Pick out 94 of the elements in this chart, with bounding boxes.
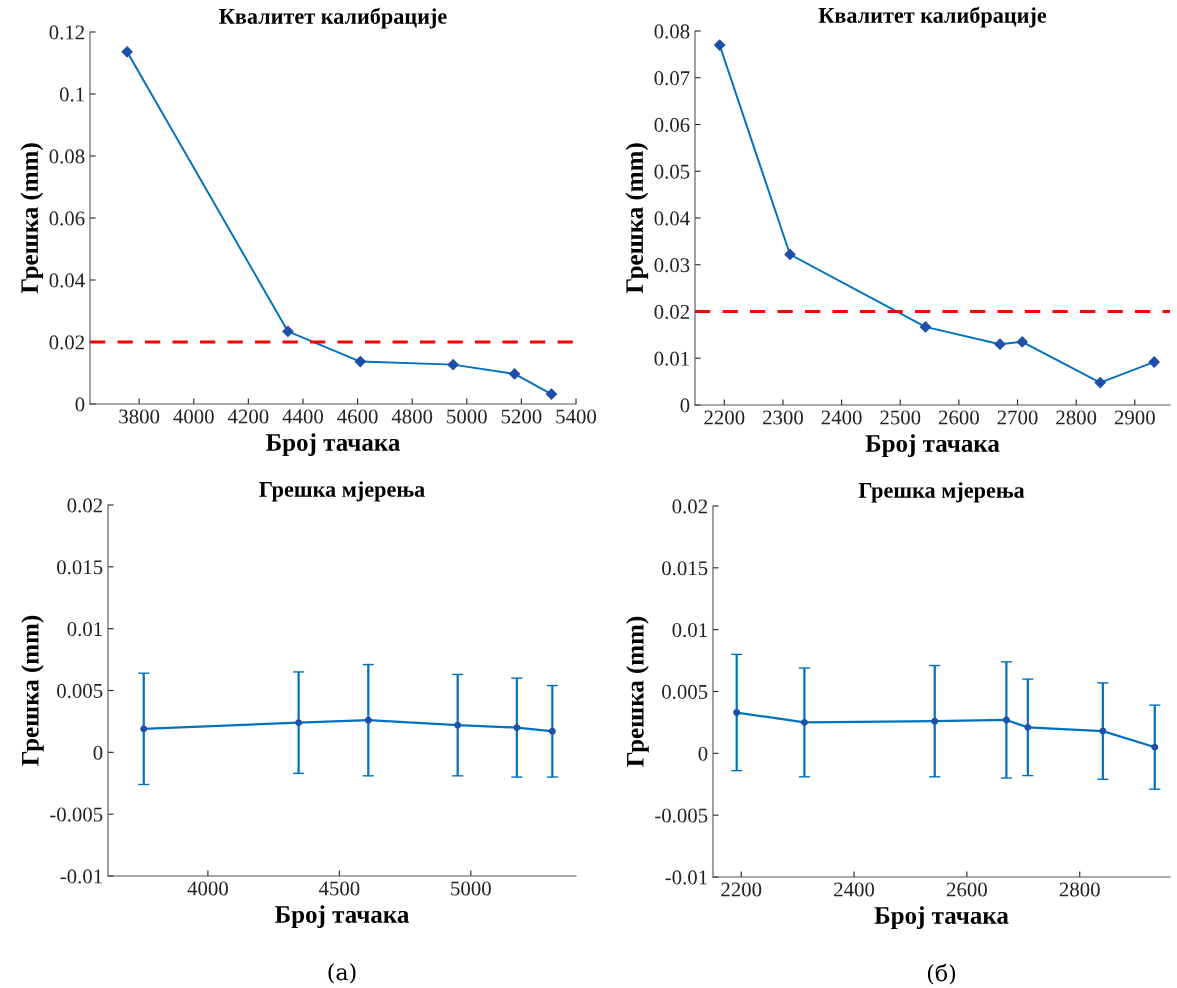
point	[1099, 727, 1107, 735]
point	[1016, 336, 1028, 348]
y-tick-label: -0.01	[665, 870, 707, 885]
y-tick-label: 0.04	[49, 273, 85, 288]
point	[1148, 356, 1160, 368]
y-tick-label: 0.015	[662, 561, 708, 576]
y-tick-label: 0.02	[654, 304, 689, 320]
y-tick-label: 0.02	[67, 498, 102, 513]
point	[140, 725, 148, 733]
point	[1024, 723, 1032, 731]
x-tick-label: 2700	[997, 410, 1038, 425]
x-tick-label: 4000	[187, 881, 228, 896]
y-axis-title: Грешка (mm)	[20, 143, 44, 294]
x-tick-label: 4500	[318, 881, 360, 896]
x-tick-label: 2900	[1114, 410, 1155, 425]
point	[282, 325, 294, 338]
x-tick-label: 4800	[391, 409, 433, 424]
point	[931, 717, 939, 725]
y-tick-label: 0.1	[59, 87, 84, 102]
x-tick-label: 2600	[946, 882, 987, 897]
y-tick-label: -0.01	[60, 869, 102, 884]
y-tick-label: 0.005	[662, 684, 708, 700]
point	[508, 368, 521, 380]
text: (a)	[328, 963, 356, 984]
point	[994, 338, 1006, 350]
chart-title: Квалитет калибрације	[219, 7, 447, 29]
y-tick-label: 0.01	[654, 351, 689, 366]
y-tick-label: 0.05	[654, 164, 690, 179]
x-tick-label: 4600	[337, 409, 378, 424]
y-tick-label: 0.06	[654, 117, 690, 133]
point	[447, 359, 459, 371]
x-tick-label: 4000	[173, 409, 214, 424]
y-tick-label: 0.07	[654, 71, 690, 86]
x-axis-title: Број тачака	[266, 433, 400, 456]
x-tick-label: 2600	[938, 410, 979, 425]
y-tick-label: 0	[75, 397, 85, 412]
point	[364, 716, 372, 724]
x-tick-label: 5000	[451, 881, 491, 896]
point	[800, 718, 808, 726]
chart-title: Грешка мјерења	[259, 481, 425, 502]
x-tick-label: 4200	[227, 409, 269, 424]
y-tick-label: -0.005	[655, 808, 708, 823]
y-tick-label: 0.01	[67, 622, 102, 637]
x-tick-label: 2400	[834, 882, 875, 897]
y-tick-label: 0.06	[49, 211, 85, 226]
point	[1002, 716, 1010, 724]
y-tick-label: 0.12	[49, 25, 84, 40]
y-axis-title: Грешка (mm)	[625, 143, 649, 294]
point	[1151, 743, 1159, 751]
x-axis-title: Број тачака	[275, 905, 409, 928]
y-tick-label: 0.02	[672, 499, 707, 514]
text: (б)	[927, 963, 956, 985]
y-tick-label: 0.02	[49, 335, 84, 350]
y-tick-label: -0.005	[50, 807, 103, 822]
x-tick-label: 2300	[763, 410, 803, 425]
x-tick-label: 2800	[1056, 410, 1097, 425]
y-tick-label: 0.03	[654, 258, 690, 273]
y-tick-label: 0.005	[57, 683, 103, 699]
x-tick-label: 2400	[821, 410, 862, 425]
point	[919, 321, 932, 333]
x-tick-label: 2500	[880, 410, 921, 425]
x-axis-title: Број тачака	[865, 434, 1000, 457]
chart-title: Грешка мјерења	[858, 482, 1025, 503]
point	[354, 355, 366, 368]
y-tick-label: 0	[680, 398, 690, 413]
y-tick-label: 0.01	[672, 623, 707, 638]
point	[548, 727, 556, 735]
point	[733, 709, 741, 716]
point	[1094, 376, 1106, 389]
x-tick-label: 2800	[1059, 882, 1100, 897]
y-tick-label: 0	[698, 746, 708, 761]
y-tick-label: 0.08	[49, 149, 85, 164]
point	[545, 388, 558, 400]
point	[454, 721, 462, 729]
x-tick-label: 5000	[447, 409, 487, 424]
y-tick-label: 0.015	[57, 560, 103, 575]
x-tick-label: 5400	[556, 409, 597, 424]
chart-title: Квалитет калибрације	[818, 6, 1047, 28]
x-tick-label: 3800	[119, 409, 160, 424]
x-axis-title: Број тачака	[874, 906, 1009, 929]
x-tick-label: 2200	[721, 882, 762, 897]
point	[513, 724, 521, 732]
x-tick-label: 2200	[704, 410, 745, 425]
x-tick-label: 4400	[282, 409, 324, 424]
point	[714, 39, 726, 51]
y-tick-label: 0	[93, 745, 103, 760]
y-tick-label: 0.08	[654, 24, 690, 39]
y-axis-title: Грешка (mm)	[626, 616, 649, 767]
point	[784, 248, 796, 261]
y-tick-label: 0.04	[654, 211, 690, 226]
x-tick-label: 5200	[501, 409, 542, 424]
point	[295, 719, 303, 727]
point	[121, 46, 133, 58]
y-axis-title: Грешка (mm)	[21, 615, 44, 766]
